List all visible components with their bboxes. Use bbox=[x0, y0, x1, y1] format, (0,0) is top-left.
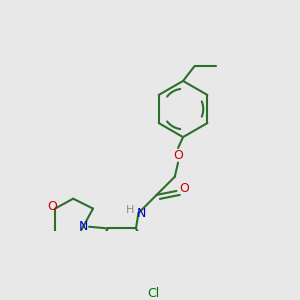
Text: H: H bbox=[126, 205, 134, 215]
Text: N: N bbox=[136, 207, 146, 220]
Text: O: O bbox=[173, 149, 183, 162]
Text: N: N bbox=[78, 220, 88, 233]
Text: Cl: Cl bbox=[147, 287, 160, 300]
Text: O: O bbox=[47, 200, 57, 213]
Text: O: O bbox=[179, 182, 189, 195]
